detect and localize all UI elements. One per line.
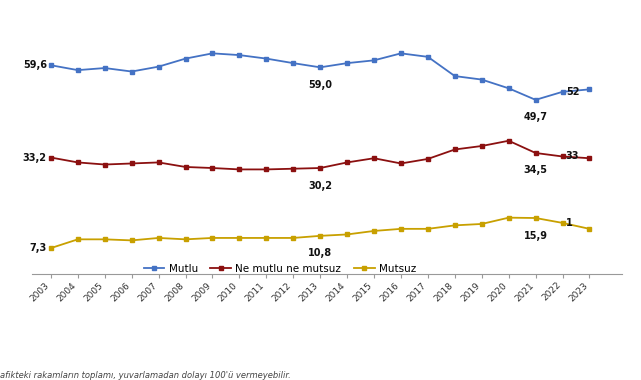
Mutsuz bbox=[154, 236, 162, 240]
Text: afikteki rakamların toplamı, yuvarlamadan dolayı 100'ü vermeyebilir.: afikteki rakamların toplamı, yuvarlamada… bbox=[0, 371, 291, 380]
Ne mutlu ne mutsuz bbox=[559, 154, 567, 159]
Mutsuz bbox=[397, 226, 405, 231]
Mutsuz bbox=[344, 232, 351, 237]
Mutsuz bbox=[316, 234, 324, 238]
Mutlu bbox=[505, 86, 513, 90]
Mutsuz bbox=[532, 216, 540, 220]
Mutlu bbox=[532, 98, 540, 102]
Mutlu bbox=[181, 56, 189, 61]
Ne mutlu ne mutsuz bbox=[262, 167, 270, 172]
Mutsuz bbox=[208, 236, 216, 240]
Mutsuz bbox=[586, 226, 594, 231]
Ne mutlu ne mutsuz bbox=[74, 160, 81, 165]
Mutlu bbox=[101, 66, 108, 70]
Ne mutlu ne mutsuz bbox=[47, 155, 54, 160]
Mutlu bbox=[559, 90, 567, 94]
Mutsuz bbox=[370, 229, 378, 233]
Ne mutlu ne mutsuz bbox=[370, 156, 378, 160]
Mutsuz bbox=[74, 237, 81, 242]
Text: 33,2: 33,2 bbox=[23, 152, 47, 163]
Text: 59,6: 59,6 bbox=[23, 60, 47, 70]
Mutlu bbox=[289, 61, 297, 65]
Mutlu bbox=[154, 64, 162, 69]
Mutlu bbox=[586, 87, 594, 92]
Mutlu bbox=[316, 65, 324, 70]
Mutlu bbox=[74, 68, 81, 73]
Text: 7,3: 7,3 bbox=[29, 243, 47, 253]
Mutlu bbox=[208, 51, 216, 55]
Legend: Mutlu, Ne mutlu ne mutsuz, Mutsuz: Mutlu, Ne mutlu ne mutsuz, Mutsuz bbox=[144, 264, 416, 274]
Ne mutlu ne mutsuz bbox=[101, 162, 108, 167]
Ne mutlu ne mutsuz bbox=[154, 160, 162, 165]
Ne mutlu ne mutsuz bbox=[586, 156, 594, 160]
Mutsuz bbox=[101, 237, 108, 242]
Mutlu bbox=[370, 58, 378, 63]
Ne mutlu ne mutsuz bbox=[505, 138, 513, 143]
Mutsuz bbox=[478, 222, 486, 226]
Text: 59,0: 59,0 bbox=[308, 80, 332, 90]
Ne mutlu ne mutsuz bbox=[235, 167, 243, 172]
Text: 15,9: 15,9 bbox=[524, 231, 547, 241]
Ne mutlu ne mutsuz bbox=[424, 157, 432, 161]
Mutsuz bbox=[128, 238, 135, 243]
Mutsuz bbox=[505, 215, 513, 220]
Text: 49,7: 49,7 bbox=[524, 112, 547, 122]
Ne mutlu ne mutsuz bbox=[128, 161, 135, 166]
Line: Mutsuz: Mutsuz bbox=[49, 215, 592, 250]
Mutlu bbox=[424, 55, 432, 59]
Mutlu bbox=[451, 74, 459, 78]
Mutlu bbox=[397, 51, 405, 55]
Ne mutlu ne mutsuz bbox=[289, 166, 297, 171]
Ne mutlu ne mutsuz bbox=[344, 160, 351, 165]
Mutsuz bbox=[262, 236, 270, 240]
Text: 33: 33 bbox=[566, 152, 579, 162]
Mutlu bbox=[478, 77, 486, 82]
Mutsuz bbox=[424, 226, 432, 231]
Mutsuz bbox=[47, 246, 54, 250]
Ne mutlu ne mutsuz bbox=[181, 165, 189, 169]
Mutlu bbox=[344, 61, 351, 65]
Mutsuz bbox=[451, 223, 459, 228]
Mutsuz bbox=[559, 221, 567, 225]
Text: 10,8: 10,8 bbox=[308, 249, 332, 258]
Mutlu bbox=[128, 69, 135, 74]
Ne mutlu ne mutsuz bbox=[316, 166, 324, 170]
Ne mutlu ne mutsuz bbox=[208, 166, 216, 170]
Mutlu bbox=[47, 63, 54, 68]
Mutsuz bbox=[235, 236, 243, 240]
Line: Ne mutlu ne mutsuz: Ne mutlu ne mutsuz bbox=[49, 138, 592, 172]
Text: 1: 1 bbox=[566, 218, 572, 228]
Mutlu bbox=[235, 53, 243, 57]
Ne mutlu ne mutsuz bbox=[478, 144, 486, 148]
Line: Mutlu: Mutlu bbox=[49, 51, 592, 102]
Mutlu bbox=[262, 56, 270, 61]
Text: 52: 52 bbox=[566, 87, 579, 97]
Ne mutlu ne mutsuz bbox=[397, 161, 405, 166]
Text: 30,2: 30,2 bbox=[308, 180, 332, 190]
Ne mutlu ne mutsuz bbox=[451, 147, 459, 152]
Ne mutlu ne mutsuz bbox=[532, 151, 540, 155]
Mutsuz bbox=[181, 237, 189, 242]
Mutsuz bbox=[289, 236, 297, 240]
Text: 34,5: 34,5 bbox=[524, 165, 547, 176]
